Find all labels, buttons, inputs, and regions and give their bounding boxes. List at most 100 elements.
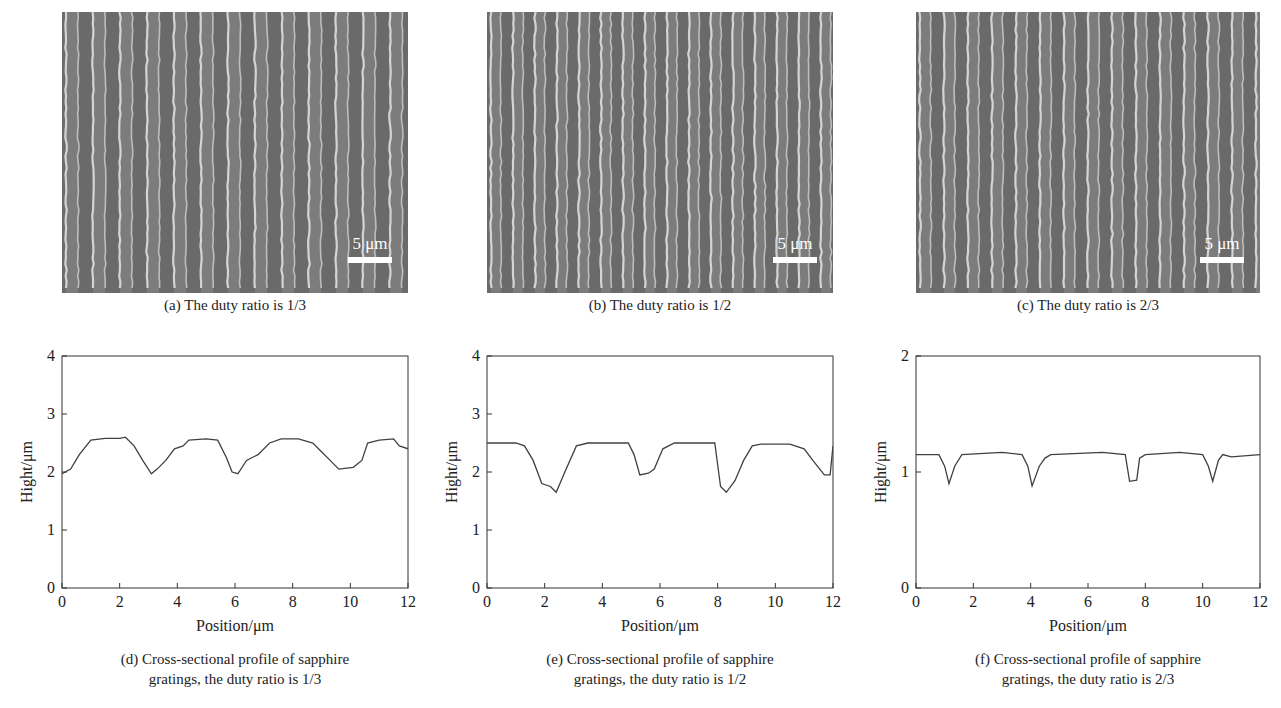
- y-axis-title: Hight/μm: [443, 440, 461, 502]
- y-tick: [916, 356, 921, 357]
- y-tick-label: 0: [47, 579, 55, 596]
- edge: [522, 12, 524, 288]
- ridge: [491, 12, 501, 293]
- edge: [644, 12, 646, 288]
- edge: [1111, 12, 1113, 288]
- edge: [991, 12, 993, 288]
- y-axis-title: Hight/μm: [18, 440, 36, 502]
- y-tick-label: 4: [47, 347, 55, 364]
- edge: [1002, 12, 1004, 288]
- sem-background: [487, 12, 833, 293]
- edge: [967, 12, 969, 288]
- edge: [131, 12, 133, 288]
- ridge: [1088, 12, 1099, 293]
- sem-background: [916, 12, 1260, 293]
- x-tick-label: 12: [1252, 593, 1268, 610]
- ridge: [1040, 12, 1051, 293]
- edge: [104, 12, 106, 288]
- ridge: [645, 12, 655, 293]
- y-tick: [487, 414, 492, 415]
- edge: [347, 12, 349, 288]
- x-tick: [602, 583, 603, 588]
- plot-frame: [487, 356, 833, 588]
- ridge: [689, 12, 699, 293]
- x-tick: [62, 583, 63, 588]
- edge: [293, 12, 295, 288]
- ridge: [309, 12, 321, 293]
- ridge: [711, 12, 721, 293]
- caption-line: (d) Cross-sectional profile of sapphire: [121, 651, 350, 668]
- x-tick: [235, 583, 236, 588]
- edge: [1135, 12, 1137, 288]
- scale-bar: [1200, 257, 1244, 263]
- edge: [512, 12, 514, 288]
- edge: [622, 12, 624, 288]
- ridge: [920, 12, 931, 293]
- x-tick: [775, 583, 776, 588]
- edge: [676, 12, 678, 288]
- edge: [698, 12, 700, 288]
- y-tick-label: 2: [901, 347, 909, 364]
- y-tick-label: 1: [47, 521, 55, 538]
- edge: [830, 12, 832, 288]
- ridge: [1136, 12, 1147, 293]
- scale-bar-label: 5 μm: [1204, 234, 1239, 253]
- x-tick-label: 8: [289, 593, 297, 610]
- y-tick-label: 0: [901, 579, 909, 596]
- x-tick-label: 0: [483, 593, 491, 610]
- ridge: [390, 12, 402, 293]
- edge: [1159, 12, 1161, 288]
- x-tick: [1202, 583, 1203, 588]
- edge: [764, 12, 766, 288]
- scale-bar: [348, 257, 392, 263]
- x-tick-label: 0: [58, 593, 66, 610]
- profile-line: [487, 443, 833, 492]
- y-tick-label: 2: [47, 463, 55, 480]
- y-tick: [916, 588, 921, 589]
- edge: [335, 12, 337, 288]
- ridge: [733, 12, 743, 293]
- edge: [1242, 12, 1244, 288]
- y-tick-label: 1: [901, 463, 909, 480]
- x-tick-label: 6: [1084, 593, 1092, 610]
- x-tick: [1030, 583, 1031, 588]
- x-tick-label: 2: [116, 593, 124, 610]
- edge: [610, 12, 612, 288]
- scale-bar-label: 5 μm: [352, 234, 387, 253]
- caption-line: (e) Cross-sectional profile of sapphire: [546, 651, 774, 668]
- x-tick-label: 6: [231, 593, 239, 610]
- x-tick-label: 10: [342, 593, 358, 610]
- edge: [732, 12, 734, 288]
- x-tick: [177, 583, 178, 588]
- edge: [266, 12, 268, 288]
- plot-frame: [916, 356, 1260, 588]
- edge: [754, 12, 756, 288]
- x-tick: [916, 583, 917, 588]
- edge: [212, 12, 214, 288]
- chart-caption: (f) Cross-sectional profile of sapphireg…: [975, 651, 1201, 687]
- y-tick-label: 3: [472, 405, 480, 422]
- caption-line: gratings, the duty ratio is 2/3: [1002, 671, 1174, 687]
- edge: [65, 12, 67, 288]
- y-tick-label: 2: [472, 463, 480, 480]
- edge: [308, 12, 310, 288]
- chart-caption: (d) Cross-sectional profile of sapphireg…: [121, 651, 350, 687]
- ridge: [579, 12, 589, 293]
- ridge: [601, 12, 611, 293]
- x-tick: [717, 583, 718, 588]
- edge: [1146, 12, 1148, 288]
- edge: [544, 12, 546, 288]
- sem-background: [62, 12, 408, 293]
- edge: [588, 12, 590, 288]
- edge: [1026, 12, 1028, 288]
- x-tick: [487, 583, 488, 588]
- image-caption: (a) The duty ratio is 1/3: [164, 297, 306, 314]
- ridge: [1064, 12, 1075, 293]
- x-tick-label: 8: [714, 593, 722, 610]
- x-tick: [660, 583, 661, 588]
- ridge: [66, 12, 78, 293]
- edge: [1015, 12, 1017, 288]
- x-axis-title: Position/μm: [1049, 617, 1127, 635]
- edge: [1087, 12, 1089, 288]
- plot-area: [487, 443, 833, 492]
